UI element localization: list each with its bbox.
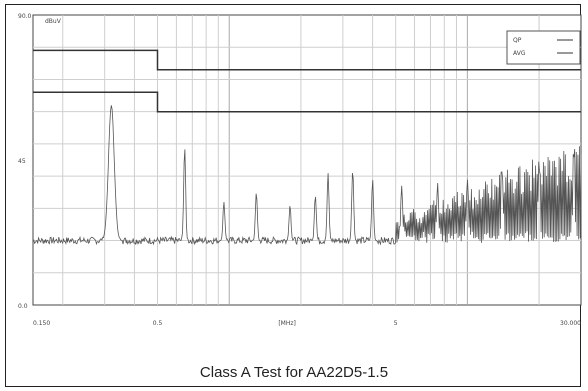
x-tick-label: 30.000 — [560, 320, 581, 327]
x-tick-label: 0.5 — [153, 320, 163, 327]
y-unit-label: dBuV — [45, 18, 62, 25]
chart-caption: Class A Test for AA22D5-1.5 — [199, 364, 389, 381]
x-tick-label: 0.150 — [33, 320, 50, 327]
y-tick-label: 0.0 — [18, 303, 28, 310]
spectrum-trace — [32, 105, 582, 246]
limit-line-qp — [33, 49, 581, 71]
legend-box — [506, 30, 581, 65]
x-tick-label: [MHz] — [278, 320, 296, 327]
x-tick-label: 5 — [394, 320, 398, 327]
y-tick-label: 45 — [18, 158, 26, 165]
limit-line-avg — [33, 91, 581, 113]
legend-label: QP — [513, 37, 522, 44]
plot-area — [32, 14, 582, 306]
y-tick-label: 90.0 — [18, 13, 32, 20]
legend-label: AVG — [513, 50, 526, 57]
